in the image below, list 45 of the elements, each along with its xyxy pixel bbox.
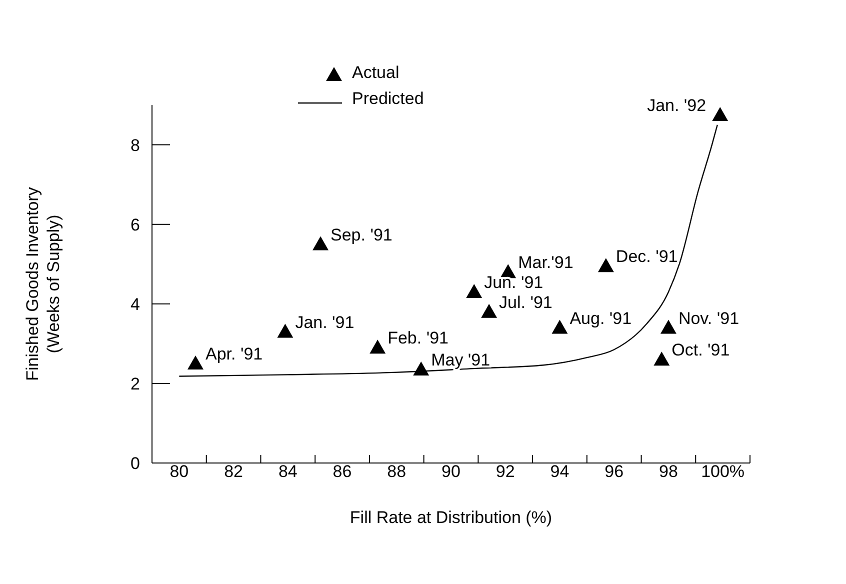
- annotation: May '91: [431, 350, 490, 370]
- x-tick-label: 92: [496, 462, 515, 481]
- annotation: Jul. '91: [499, 292, 552, 312]
- point: [277, 324, 294, 338]
- annotation: Feb. '91: [388, 328, 449, 348]
- point: [312, 236, 329, 250]
- annotation: Jan. '92: [647, 96, 706, 115]
- x-tick-label: 90: [442, 462, 460, 481]
- point: [481, 304, 498, 318]
- x-axis-title: Fill Rate at Distribution (%): [350, 508, 552, 527]
- point: [712, 106, 728, 121]
- point: [552, 320, 568, 334]
- annotation: Jun. '91: [484, 272, 544, 292]
- y-tick-label: 4: [130, 294, 140, 314]
- y-axis-title: Finished Goods Inventory (Weeks of Supply): [23, 186, 63, 381]
- x-tick-label: 86: [332, 462, 352, 481]
- point: [654, 352, 670, 366]
- x-tick-label: 88: [387, 462, 406, 481]
- y-tick-label: 2: [130, 374, 140, 394]
- x-tick-label: 84: [278, 462, 298, 481]
- point: [370, 340, 386, 354]
- x-tick-label: 80: [170, 462, 189, 481]
- annotation: Sep. '91: [330, 225, 392, 244]
- point: [466, 284, 482, 298]
- point: [187, 356, 204, 370]
- legend-label: Predicted: [352, 88, 424, 110]
- point: [598, 258, 614, 272]
- annotation: Jan. '91: [295, 312, 354, 332]
- annotation: Oct. '91: [672, 340, 730, 360]
- point: [660, 320, 676, 334]
- x-tick-label: 94: [550, 462, 570, 481]
- y-tick-label: 0: [130, 454, 140, 473]
- annotation: Mar.'91: [518, 253, 574, 272]
- x-tick-label: 96: [604, 462, 624, 481]
- point: [413, 362, 430, 376]
- annotation: Apr. '91: [205, 344, 263, 364]
- y-tick-label: 6: [130, 215, 140, 234]
- x-tick-label: 82: [224, 462, 244, 481]
- x-tick-label: 100%: [701, 462, 745, 481]
- x-tick-label: 98: [658, 462, 678, 481]
- annotation: Dec. '91: [616, 247, 678, 266]
- y-tick-label: 8: [130, 136, 140, 155]
- annotation: Aug. '91: [570, 308, 632, 328]
- annotation: Nov. '91: [678, 308, 740, 328]
- legend-label: Actual: [352, 62, 400, 84]
